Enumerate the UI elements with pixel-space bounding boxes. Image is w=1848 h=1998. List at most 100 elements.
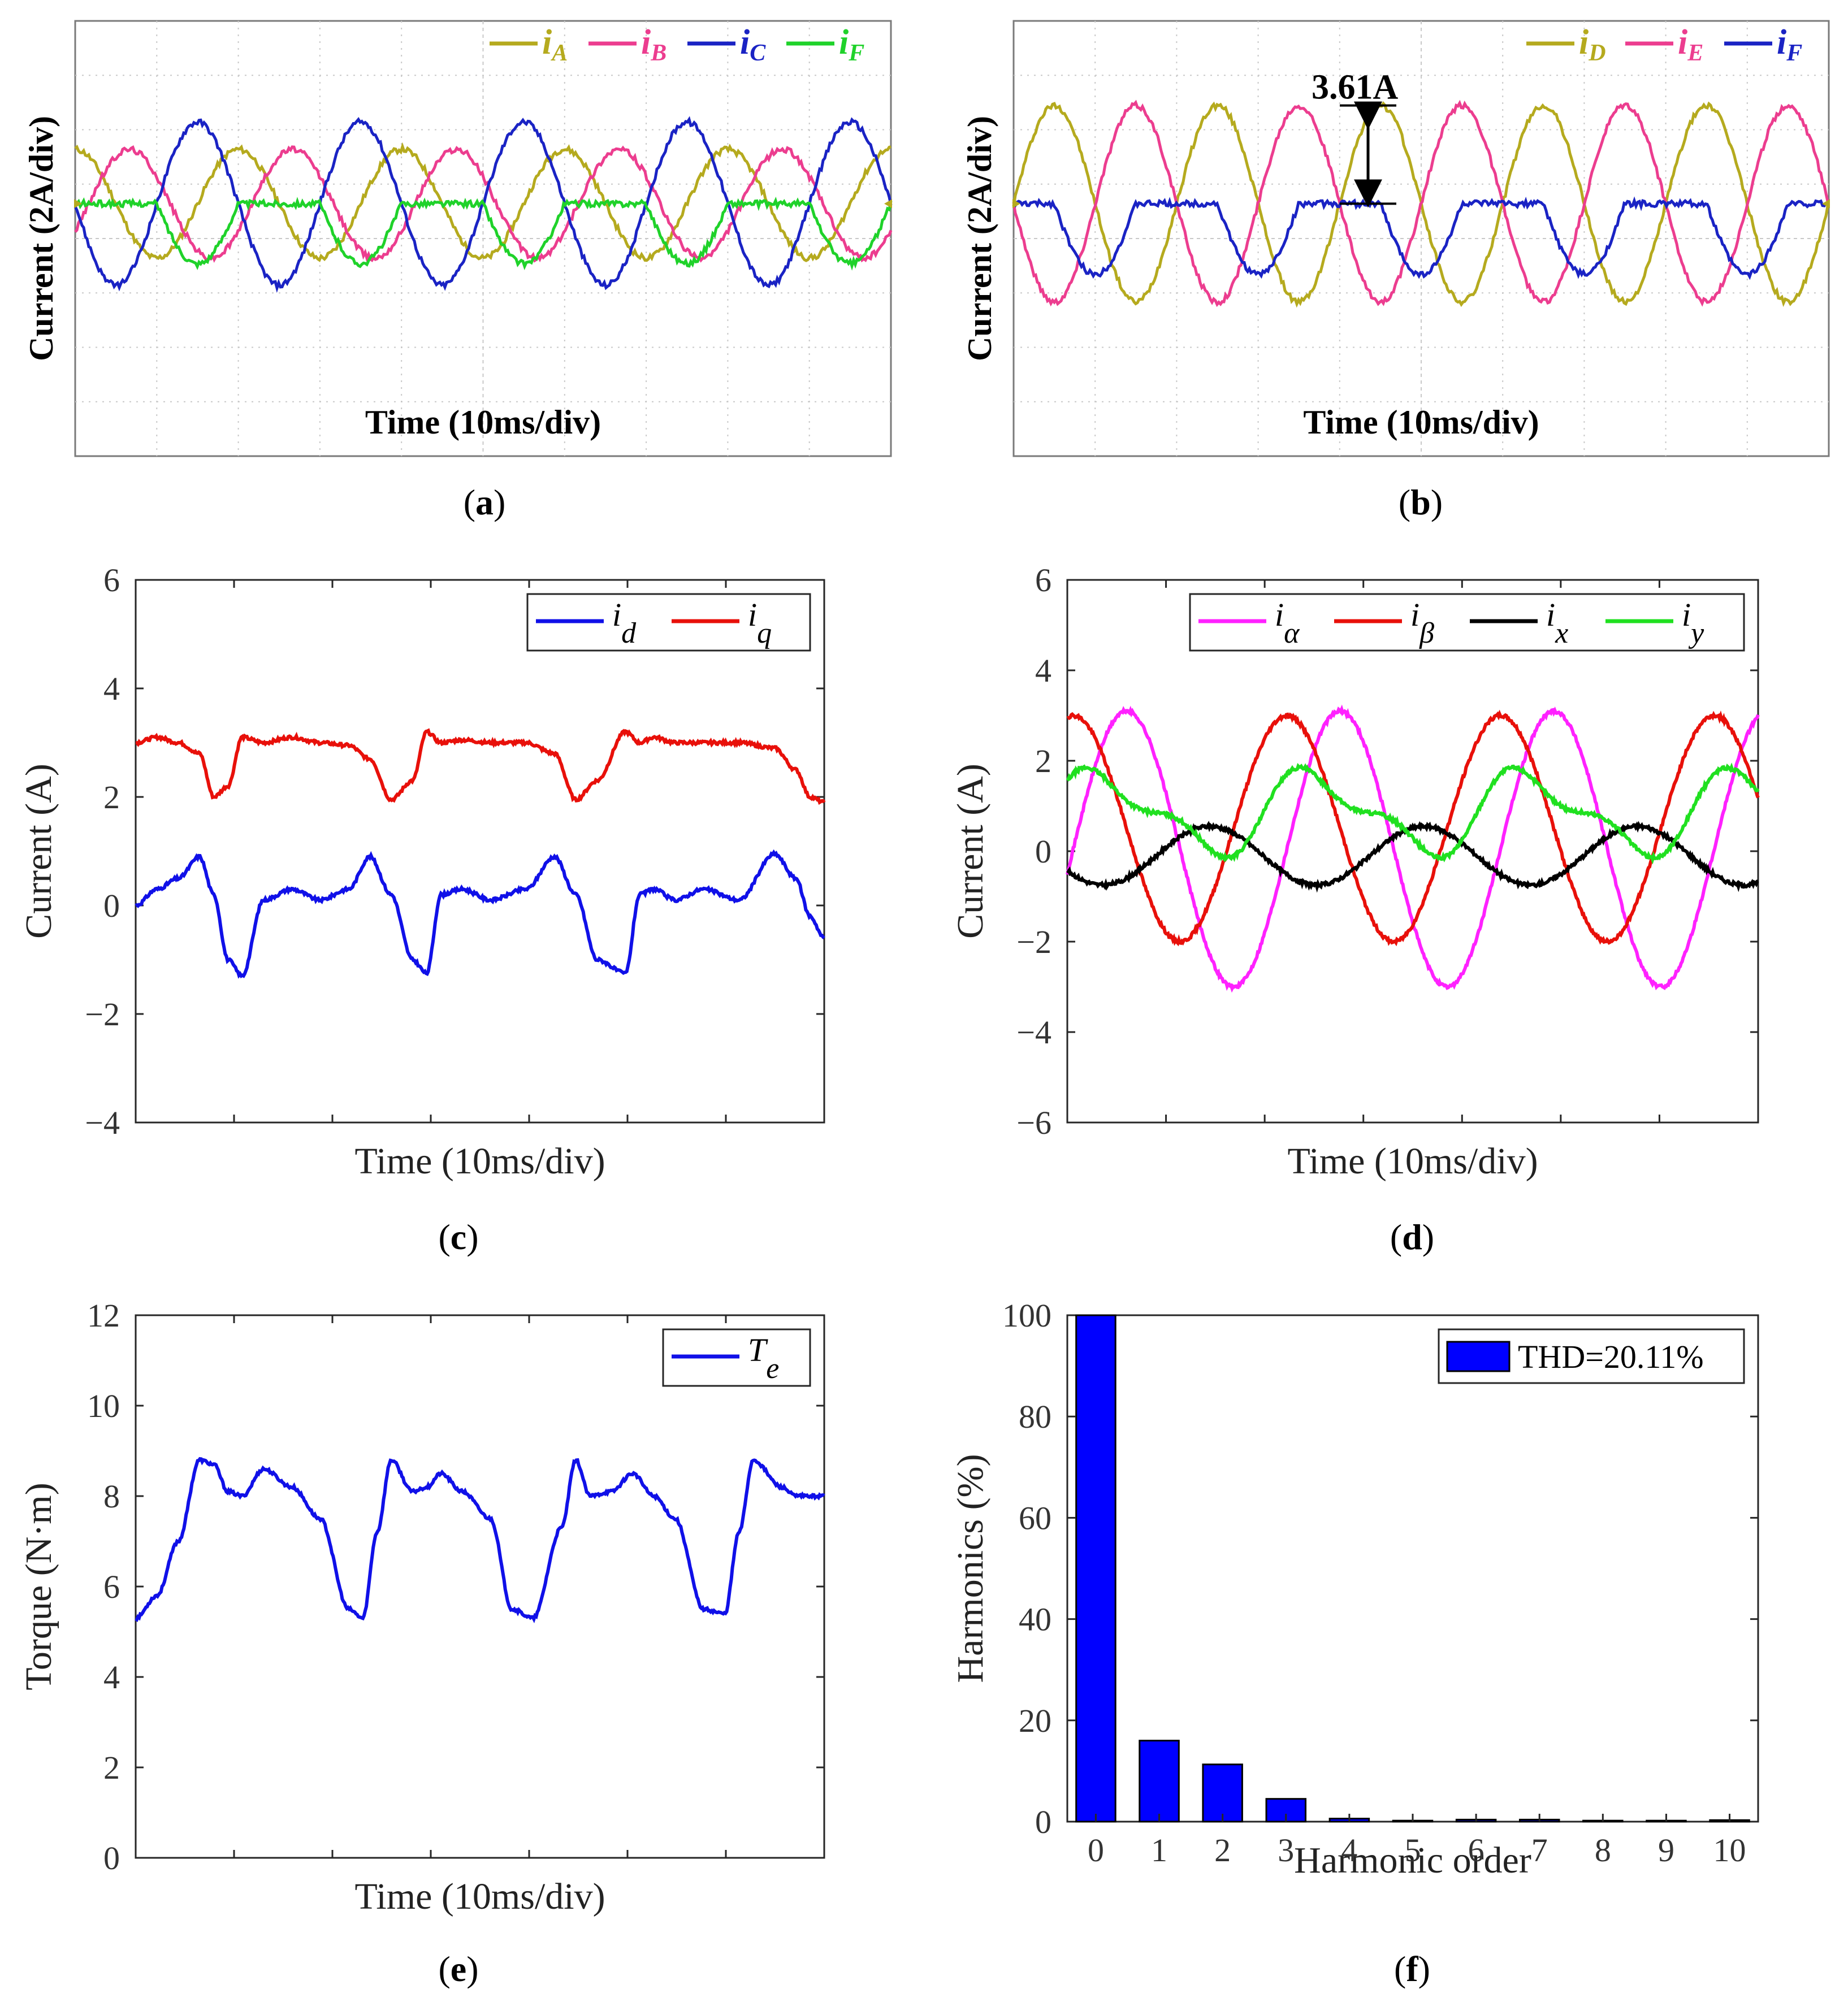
y-tick-label: 6 xyxy=(1035,562,1051,599)
legend-sub: q xyxy=(757,617,772,649)
caption-paren: ( xyxy=(1394,1949,1406,1989)
caption-letter: b xyxy=(1410,482,1431,522)
y-tick-label: 6 xyxy=(103,1568,120,1605)
axes-f: 0 20 40 60 80 100 Harmonics (%) Harmonic order 0… xyxy=(950,1297,1759,1881)
x-tick-label: 4 xyxy=(1341,1832,1357,1869)
legend-sub: F xyxy=(1786,40,1802,66)
y-tick-label: 8 xyxy=(103,1478,120,1515)
caption-a: (a) xyxy=(464,482,506,522)
caption-f: (f) xyxy=(1394,1949,1430,1989)
caption-d: (d) xyxy=(1390,1217,1434,1257)
scope-traces xyxy=(73,116,893,293)
x-tick-label: 2 xyxy=(1214,1832,1231,1869)
legend-label: iE xyxy=(1678,23,1703,66)
y-tick-label: 100 xyxy=(1002,1297,1051,1334)
y-tick-label: 2 xyxy=(103,1749,120,1786)
legend-base: i xyxy=(1546,596,1555,633)
series-Te xyxy=(135,1457,825,1624)
x-axis-label: Time (10ms/div) xyxy=(1287,1141,1538,1182)
y-tick-label: 4 xyxy=(103,670,120,707)
bar-0 xyxy=(1075,1314,1116,1823)
x-tick-label: 8 xyxy=(1595,1832,1611,1869)
legend-sub: β xyxy=(1419,617,1434,649)
y-axis-label: Harmonics (%) xyxy=(950,1454,991,1683)
legend-label: THD=20.11% xyxy=(1518,1338,1704,1375)
y-tick-label: −6 xyxy=(1016,1104,1051,1141)
legend-base: i xyxy=(740,23,750,62)
y-tick-label: −2 xyxy=(85,996,120,1033)
caption-c: (c) xyxy=(438,1217,478,1257)
y-axis-label: Current (2A/div) xyxy=(961,116,998,361)
legend-sub: x xyxy=(1555,617,1568,649)
x-axis-label: Time (10ms/div) xyxy=(365,404,601,441)
y-tick-label: 0 xyxy=(103,1840,120,1876)
y-tick-label: −2 xyxy=(1016,924,1051,960)
series-iq xyxy=(135,728,826,805)
caption-b: (b) xyxy=(1399,482,1443,522)
y-tick-label: 40 xyxy=(1019,1601,1051,1638)
legend-base: T xyxy=(748,1332,768,1368)
y-tick-label: 0 xyxy=(1035,833,1051,870)
series-iy xyxy=(1066,762,1760,865)
y-tick-label: −4 xyxy=(1016,1014,1051,1051)
legend-label: iβ xyxy=(1410,596,1434,649)
caption-a: (a) xyxy=(464,482,506,522)
legend-sub: E xyxy=(1687,40,1703,66)
caption-paren: ) xyxy=(1418,1949,1430,1989)
caption-paren: ) xyxy=(1431,482,1443,522)
legend-base: i xyxy=(839,23,849,62)
plot-box xyxy=(1066,1314,1759,1823)
trace-iF xyxy=(74,196,893,271)
caption-c: (c) xyxy=(438,1217,478,1257)
plot-box xyxy=(135,1314,825,1859)
caption-paren: ) xyxy=(466,1949,478,1989)
y-axis-label: Current (A) xyxy=(18,764,59,939)
y-tick-label: 4 xyxy=(103,1659,120,1696)
legend-label: iα xyxy=(1275,596,1300,649)
legend-label: Te xyxy=(748,1332,779,1385)
ground-marker xyxy=(74,199,82,209)
legend-base: i xyxy=(1678,23,1687,62)
x-tick-label: 1 xyxy=(1151,1832,1167,1869)
legend-sub: C xyxy=(750,40,766,66)
caption-d: (d) xyxy=(1390,1217,1434,1257)
legend-base: i xyxy=(641,23,651,62)
y-tick-label: 6 xyxy=(103,562,120,599)
legend-sub: e xyxy=(766,1353,779,1385)
legend-label: iq xyxy=(748,596,772,649)
legend-label: id xyxy=(612,596,637,649)
legend-base: i xyxy=(1777,23,1786,62)
legend-sub: d xyxy=(621,617,637,649)
caption-letter: f xyxy=(1406,1949,1418,1989)
caption-letter: d xyxy=(1402,1217,1422,1257)
legend-label: iC xyxy=(740,23,766,66)
y-tick-label: 0 xyxy=(103,887,120,924)
legend-base: i xyxy=(1275,596,1284,633)
x-tick-label: 5 xyxy=(1405,1832,1421,1869)
y-tick-label: 2 xyxy=(1035,743,1051,779)
caption-paren: ) xyxy=(466,1217,478,1257)
caption-b: (b) xyxy=(1399,482,1443,522)
caption-paren: ( xyxy=(1390,1217,1402,1257)
axes-e: 0 2 4 6 8 10 12 Torque (N·m) Time (10ms/div) Te xyxy=(18,1297,825,1917)
y-tick-label: 20 xyxy=(1019,1702,1051,1739)
caption-paren: ( xyxy=(1399,482,1410,522)
legend-label: iD xyxy=(1579,23,1606,66)
scope-traces xyxy=(1012,99,1829,308)
x-tick-label: 6 xyxy=(1468,1832,1485,1869)
ground-marker xyxy=(884,199,892,209)
y-tick-label: 4 xyxy=(1035,652,1051,689)
legend-sub: y xyxy=(1688,617,1704,649)
caption-letter: c xyxy=(451,1217,466,1257)
legend-label: iy xyxy=(1682,596,1704,649)
y-tick-label: 2 xyxy=(103,779,120,816)
legend-base: i xyxy=(542,23,552,62)
y-tick-label: 60 xyxy=(1019,1499,1051,1536)
x-tick-label: 0 xyxy=(1088,1832,1104,1869)
legend-label: iA xyxy=(542,23,568,66)
x-tick-label: 9 xyxy=(1658,1832,1674,1869)
legend-label: ix xyxy=(1546,596,1568,649)
